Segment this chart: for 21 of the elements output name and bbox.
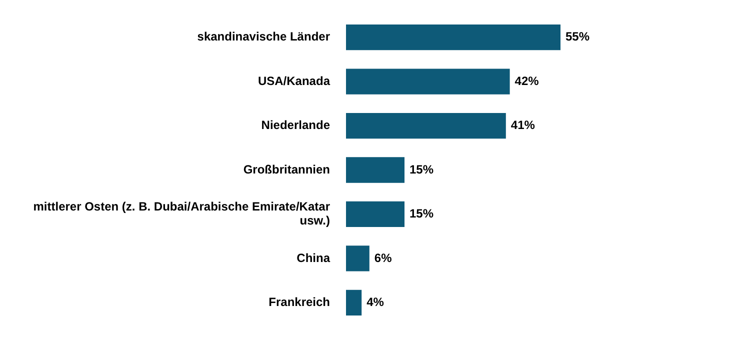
data-label: 4% [366, 295, 384, 309]
data-label: 15% [410, 162, 434, 176]
data-label: 42% [514, 74, 540, 88]
data-label: 41% [510, 118, 536, 132]
y-tick-label: Frankreich [268, 295, 330, 309]
data-label: 55% [566, 30, 590, 44]
bar [346, 112, 506, 139]
y-tick-label: Großbritannien [243, 162, 330, 176]
bar [346, 290, 362, 316]
y-tick-label: skandinavische Länder [197, 30, 330, 44]
data-label: 15% [410, 206, 434, 221]
bar [346, 246, 370, 272]
data-label: 6% [374, 250, 392, 265]
bar [346, 201, 404, 228]
bar [346, 24, 560, 50]
y-tick-label: mittlerer Osten (z. B. Dubai/Arabische Emirate/Katar usw.) [33, 199, 330, 228]
y-tick-label: Niederlande [261, 118, 330, 132]
bar [346, 157, 404, 183]
y-tick-label: China [296, 250, 330, 265]
y-tick-label: USA/Kanada [258, 74, 330, 88]
bar [346, 68, 510, 94]
